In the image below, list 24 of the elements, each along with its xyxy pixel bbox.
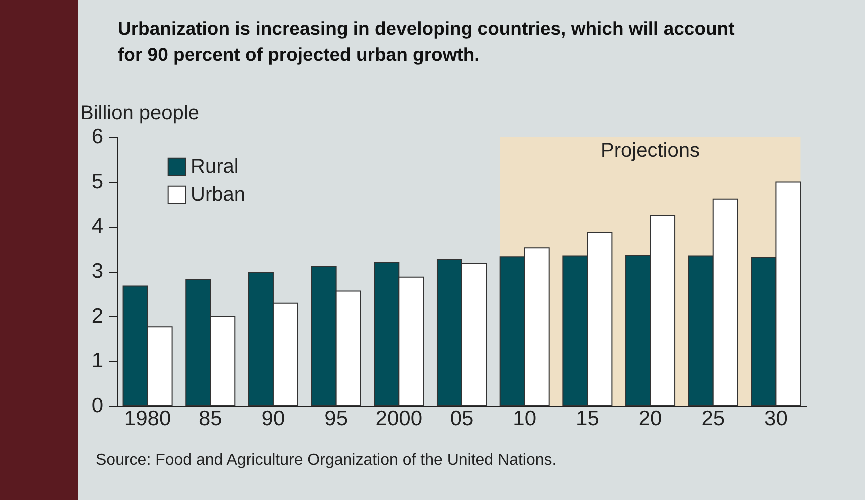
x-tick-label: 10 [513,408,537,430]
y-tick-label: 6 [92,126,104,148]
x-tick-label: 90 [262,408,286,430]
y-tick-label: 2 [92,304,104,328]
band-label: Projections [601,140,700,162]
y-tick-label: 3 [92,260,104,283]
y-tick-label: 1 [92,350,104,373]
x-tick-label: 85 [198,408,222,430]
x-tick-label: 95 [324,408,348,430]
y-axis-title: Billion people [80,102,200,124]
y-tick-label: 5 [92,170,104,194]
x-tick-label: 20 [638,408,662,430]
chart-title: Urbanization is increasing in developing countries, which will account for 90 percent of projected urban growth. [118,17,736,67]
source-note: Source: Food and Agriculture Organization of the United Nations. [96,452,557,470]
x-tick-label: 30 [764,408,788,430]
legend-label: Rural [191,156,239,178]
x-tick-label: 25 [702,408,726,430]
x-tick-label: 2000 [376,408,423,430]
y-tick-label: 0 [92,394,104,418]
x-tick-label: 1980 [124,408,172,430]
legend-label: Urban [191,184,246,206]
x-tick-label: 15 [576,408,600,430]
x-tick-label: 05 [450,408,474,430]
y-tick-label: 4 [92,215,104,238]
